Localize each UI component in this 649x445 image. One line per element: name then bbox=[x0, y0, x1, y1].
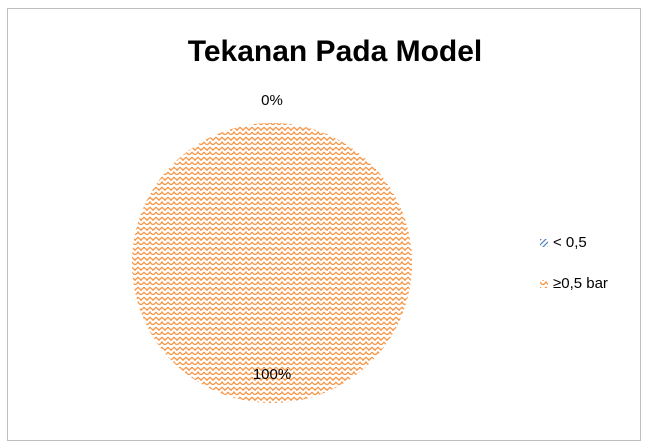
legend-swatch bbox=[540, 280, 548, 288]
legend-label: ≥0,5 bar bbox=[553, 275, 608, 292]
data-label: 0% bbox=[261, 92, 283, 109]
pie-slice bbox=[132, 123, 412, 403]
legend-label: < 0,5 bbox=[553, 234, 587, 251]
chart-title: Tekanan Pada Model bbox=[188, 35, 483, 68]
data-label: 100% bbox=[253, 366, 291, 383]
legend-swatch bbox=[540, 239, 548, 247]
